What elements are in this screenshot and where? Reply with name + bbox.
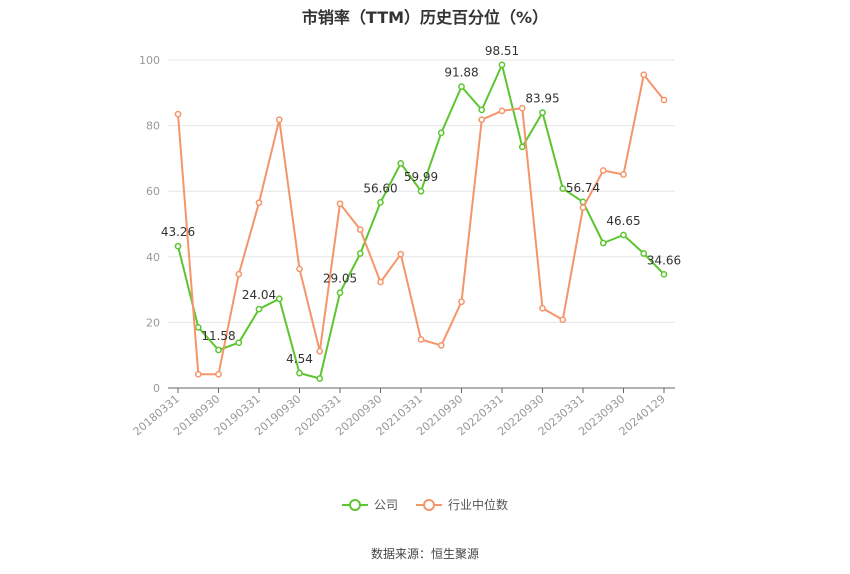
data-label: 43.26 [161, 225, 195, 239]
data-point [559, 185, 567, 192]
data-point [518, 104, 526, 112]
legend-label: 公司 [373, 498, 398, 512]
data-label: 83.95 [525, 92, 559, 106]
data-point [417, 187, 425, 195]
data-point [275, 116, 283, 124]
data-point [194, 323, 202, 331]
y-tick-label: 80 [146, 120, 160, 133]
y-tick-label: 40 [146, 251, 160, 264]
legend-label: 行业中位数 [448, 498, 509, 512]
data-point [599, 167, 607, 174]
chart-title: 市销率（TTM）历史百分位（%） [301, 8, 549, 27]
data-point [579, 204, 587, 211]
chart-legend[interactable]: 公司 行业中位数 [0, 496, 850, 513]
data-point [458, 298, 465, 306]
y-tick-label: 20 [146, 316, 160, 329]
data-point [296, 265, 303, 273]
data-point [174, 110, 182, 118]
data-point [174, 242, 182, 250]
legend-item-company[interactable]: 公司 [341, 496, 398, 513]
data-point [275, 295, 283, 303]
data-point [498, 61, 506, 69]
data-point [377, 278, 384, 286]
data-point [458, 83, 465, 90]
data-point [640, 250, 648, 257]
data-label: 24.04 [242, 288, 276, 302]
data-point [235, 270, 243, 278]
data-label: 4.54 [286, 352, 313, 366]
data-label: 98.51 [485, 44, 519, 58]
data-point [417, 336, 425, 343]
data-point [255, 305, 263, 313]
data-label: 59.99 [404, 170, 438, 184]
data-label: 29.05 [323, 272, 357, 286]
data-point [640, 71, 648, 79]
data-point [599, 239, 607, 247]
y-tick-label: 100 [139, 54, 160, 67]
legend-marker-icon [416, 498, 442, 512]
data-label: 11.58 [201, 329, 235, 343]
data-point [539, 109, 546, 116]
data-point [316, 347, 324, 355]
data-label: 56.74 [566, 181, 600, 195]
data-point [539, 304, 546, 312]
data-point [478, 106, 486, 114]
data-point [336, 200, 344, 208]
data-point [255, 199, 263, 207]
data-point [620, 171, 627, 178]
data-point [316, 375, 324, 382]
y-tick-label: 60 [146, 185, 160, 198]
data-point [437, 342, 445, 349]
data-point [235, 339, 243, 347]
data-point [356, 250, 364, 257]
data-point [215, 346, 222, 354]
data-label: 46.65 [606, 214, 640, 228]
data-point [620, 231, 627, 239]
legend-marker-icon [341, 498, 368, 512]
data-point [518, 143, 526, 151]
series-line-1 [177, 73, 665, 376]
data-point [660, 270, 668, 278]
data-label: 34.66 [647, 253, 681, 267]
data-point [559, 316, 567, 324]
data-point [377, 199, 384, 206]
data-label: 91.88 [444, 66, 478, 80]
data-point [660, 96, 668, 104]
data-point [336, 289, 344, 297]
data-point [437, 129, 445, 137]
data-source: 数据来源：恒生聚源 [370, 547, 479, 561]
data-label: 56.60 [363, 181, 397, 195]
data-point [397, 250, 405, 258]
data-point [478, 116, 486, 124]
data-point [296, 369, 303, 377]
legend-item-industry-median[interactable]: 行业中位数 [416, 496, 508, 513]
y-tick-label: 0 [153, 382, 160, 395]
data-point [356, 226, 364, 233]
data-point [215, 370, 222, 378]
data-point [194, 370, 202, 378]
data-point [397, 159, 405, 167]
data-point [498, 107, 506, 115]
series-line-0 [177, 63, 665, 380]
